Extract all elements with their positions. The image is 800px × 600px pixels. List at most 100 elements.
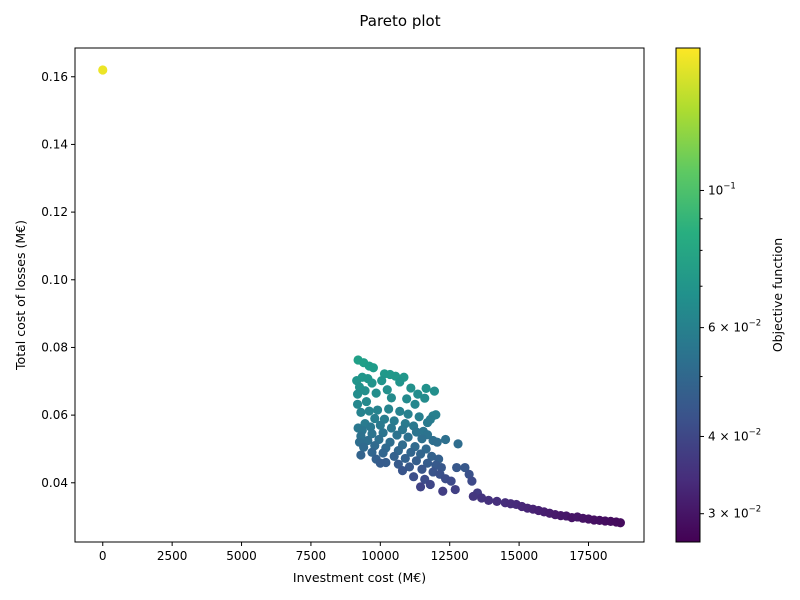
scatter-point — [392, 430, 402, 440]
scatter-point — [450, 484, 460, 495]
scatter-point — [395, 377, 405, 387]
scatter-point — [415, 482, 426, 492]
scatter-point — [356, 407, 366, 418]
scatter-point — [452, 462, 462, 473]
scatter-point — [359, 442, 369, 452]
x-axis-ticks: 0 2500 5000 7500 10000 12500 15000 17500 — [99, 542, 608, 563]
scatter-point — [395, 406, 405, 416]
scatter-point — [356, 450, 366, 460]
scatter-point — [422, 417, 433, 428]
scatter-point — [352, 399, 363, 409]
x-tick-label: 17500 — [569, 549, 607, 563]
x-tick-label: 2500 — [157, 549, 188, 563]
scatter-point — [372, 405, 383, 415]
scatter-point — [361, 396, 372, 407]
scatter-point — [410, 399, 420, 409]
scatter-point — [438, 486, 448, 496]
scatter-point — [411, 456, 421, 466]
colorbar-tick-label: 3 × 10−2 — [708, 505, 761, 521]
plot-frame — [74, 47, 645, 543]
scatter-point — [400, 453, 410, 464]
x-tick-label: 7500 — [296, 549, 327, 563]
scatter-point — [415, 449, 426, 459]
scatter-point — [377, 376, 387, 386]
y-tick-label: 0.10 — [41, 273, 68, 287]
y-tick-label: 0.04 — [41, 476, 68, 490]
scatter-point — [382, 385, 392, 395]
y-tick-label: 0.14 — [41, 137, 68, 151]
scatter-point — [460, 462, 470, 473]
scatter-point — [384, 404, 394, 414]
scatter-point — [367, 378, 377, 388]
scatter-point — [615, 518, 626, 528]
scatter-point — [428, 467, 438, 477]
y-axis-label: Total cost of losses (M€) — [13, 220, 28, 371]
scatter-point — [375, 458, 385, 468]
scatter-point — [477, 493, 487, 503]
scatter-point — [370, 413, 380, 424]
scatter-point — [364, 406, 374, 416]
chart-title: Pareto plot — [359, 12, 440, 30]
scatter-point — [368, 363, 378, 373]
scatter-point — [403, 409, 413, 419]
x-tick-label: 10000 — [361, 549, 399, 563]
colorbar-label: Objective function — [770, 238, 785, 352]
data-points — [98, 65, 626, 528]
scatter-point — [378, 448, 388, 458]
x-tick-label: 15000 — [500, 549, 538, 563]
scatter-point — [406, 447, 416, 457]
scatter-point — [411, 427, 421, 437]
scatter-point — [367, 447, 377, 457]
x-tick-label: 0 — [99, 549, 107, 563]
scatter-point — [397, 466, 408, 476]
scatter-point — [468, 491, 478, 501]
scatter-point — [425, 479, 435, 490]
scatter-point — [386, 423, 397, 433]
scatter-point — [389, 416, 399, 426]
scatter-point — [427, 451, 437, 461]
scatter-point — [417, 434, 427, 444]
scatter-point — [389, 451, 399, 461]
scatter-point — [378, 428, 388, 438]
scatter-point — [367, 429, 377, 439]
colorbar-tick-label: 4 × 10−2 — [708, 427, 761, 443]
scatter-point — [421, 383, 431, 393]
y-tick-label: 0.06 — [41, 408, 68, 422]
y-tick-label: 0.12 — [41, 205, 68, 219]
colorbar — [675, 47, 701, 543]
colorbar-ticks: 3 × 10−2 4 × 10−2 6 × 10−2 10−1 — [700, 181, 761, 521]
scatter-point — [492, 496, 502, 506]
scatter-point — [352, 389, 363, 399]
scatter-point — [386, 393, 397, 403]
y-tick-label: 0.16 — [41, 70, 68, 84]
colorbar-tick-label: 6 × 10−2 — [708, 319, 761, 335]
scatter-point — [406, 383, 416, 393]
y-tick-label: 0.08 — [41, 340, 68, 354]
scatter-point — [420, 393, 430, 403]
scatter-point — [98, 65, 108, 75]
scatter-point — [432, 437, 442, 447]
scatter-point — [360, 386, 370, 396]
y-axis-ticks: 0.04 0.06 0.08 0.10 0.12 0.14 0.16 — [41, 70, 75, 490]
scatter-point — [440, 434, 451, 445]
x-tick-label: 5000 — [226, 549, 257, 563]
scatter-point — [363, 435, 373, 446]
scatter-point — [417, 464, 427, 474]
scatter-point — [453, 439, 463, 449]
scatter-point — [422, 458, 433, 468]
scatter-point — [483, 495, 494, 505]
scatter-point — [409, 472, 419, 482]
scatter-point — [467, 476, 477, 486]
scatter-point — [402, 394, 412, 404]
x-axis-label: Investment cost (M€) — [293, 570, 426, 585]
scatter-point — [446, 476, 456, 486]
scatter-point — [403, 432, 413, 442]
scatter-point — [414, 412, 424, 422]
x-tick-label: 12500 — [431, 549, 469, 563]
scatter-point — [375, 420, 385, 430]
scatter-point — [404, 462, 415, 472]
colorbar-tick-label: 10−1 — [708, 181, 736, 197]
scatter-point — [413, 389, 423, 399]
